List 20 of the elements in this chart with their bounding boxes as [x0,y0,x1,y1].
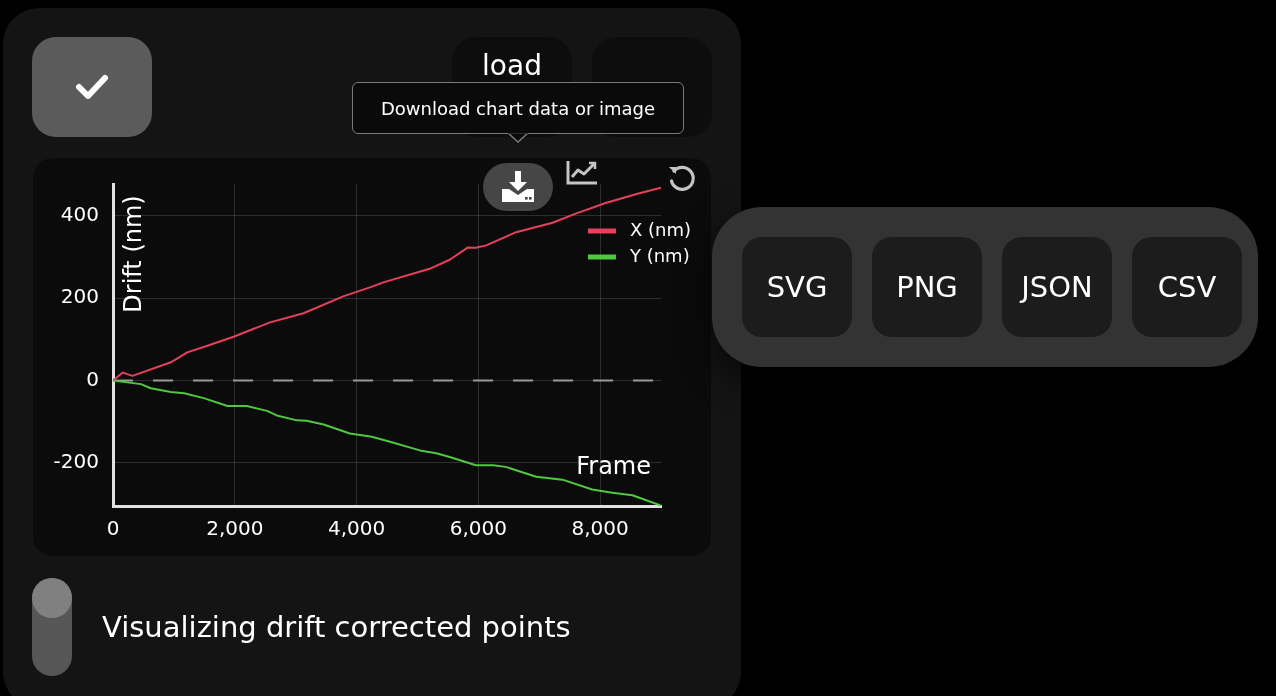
x-tick-label: 8,000 [571,516,629,541]
load-label: load [482,49,542,82]
legend-label: Y (nm) [628,244,690,266]
x-tick-label: 2,000 [206,516,264,541]
y-tick-label: 0 [86,366,99,391]
json-label: JSON [1021,270,1093,304]
x-tick-label: 0 [106,516,120,541]
svg-label: SVG [766,270,828,304]
x-axis-title: Frame [576,452,651,480]
toggle-label: Visualizing drift corrected points [102,609,571,646]
y-axis-title: Drift (nm) [119,195,148,313]
x-tick-label: 6,000 [449,516,507,541]
tooltip-label: Download chart data or image [380,97,656,119]
y-tick-label: 400 [60,201,99,226]
png-label: PNG [896,270,958,304]
legend-label: X (nm) [629,218,692,240]
x-tick-label: 4,000 [327,516,386,541]
y-tick-label: -200 [53,448,99,473]
y-tick-label: 200 [60,284,99,309]
csv-label: CSV [1157,270,1217,304]
